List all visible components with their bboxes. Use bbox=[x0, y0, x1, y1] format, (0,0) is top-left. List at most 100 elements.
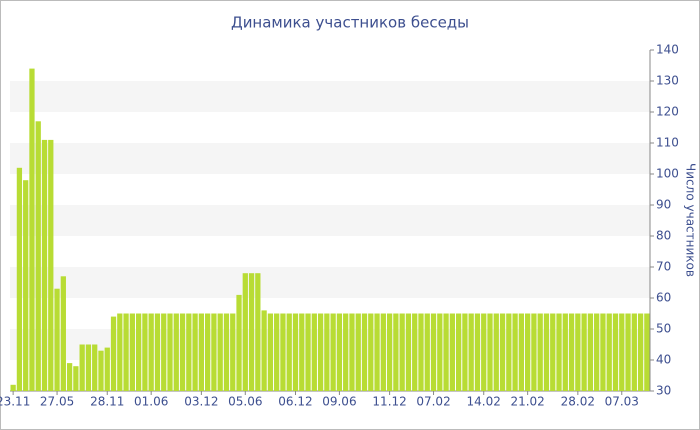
x-tick-label: 27.05 bbox=[40, 395, 74, 409]
bar bbox=[487, 313, 493, 391]
y-tick-label: 30 bbox=[656, 384, 671, 398]
bar bbox=[537, 313, 543, 391]
bar bbox=[481, 313, 487, 391]
bar bbox=[600, 313, 606, 391]
bar bbox=[543, 313, 550, 391]
bar bbox=[123, 313, 129, 391]
bar bbox=[305, 313, 311, 391]
bar bbox=[117, 313, 123, 391]
bar bbox=[405, 313, 412, 391]
bar bbox=[255, 273, 261, 391]
bar bbox=[437, 313, 443, 391]
bar bbox=[575, 313, 581, 391]
background-band bbox=[10, 143, 650, 174]
y-tick-label: 90 bbox=[656, 198, 671, 212]
bar bbox=[230, 313, 236, 391]
bar bbox=[54, 288, 60, 391]
bar bbox=[217, 313, 223, 391]
bar bbox=[48, 139, 54, 391]
x-tick-label: 09.06 bbox=[322, 395, 356, 409]
y-tick-label: 110 bbox=[656, 136, 679, 150]
bar bbox=[186, 313, 192, 391]
bar bbox=[179, 313, 186, 391]
bar bbox=[424, 313, 430, 391]
x-tick-label: 07.02 bbox=[416, 395, 450, 409]
x-tick-label: 07.03 bbox=[605, 395, 639, 409]
bar bbox=[248, 273, 255, 391]
background-band bbox=[10, 205, 650, 236]
x-tick-label: 11.12 bbox=[372, 395, 406, 409]
bar bbox=[637, 313, 644, 391]
bar bbox=[192, 313, 198, 391]
bar bbox=[562, 313, 568, 391]
x-tick-label: 23.11 bbox=[0, 395, 30, 409]
bar bbox=[349, 313, 355, 391]
bar bbox=[23, 180, 29, 391]
bar bbox=[399, 313, 405, 391]
bar bbox=[462, 313, 468, 391]
chart-title: Динамика участников беседы bbox=[231, 14, 469, 32]
bar bbox=[92, 344, 98, 391]
bar bbox=[129, 313, 135, 391]
bar bbox=[644, 313, 650, 391]
bar bbox=[236, 294, 242, 391]
bar bbox=[211, 313, 217, 391]
bar bbox=[104, 347, 110, 391]
bar bbox=[393, 313, 399, 391]
x-tick-label: 05.06 bbox=[228, 395, 262, 409]
bar bbox=[418, 313, 424, 391]
bar bbox=[41, 139, 48, 391]
bar bbox=[581, 313, 587, 391]
bar bbox=[223, 313, 230, 391]
bar bbox=[468, 313, 474, 391]
y-tick-label: 60 bbox=[656, 291, 671, 305]
bar bbox=[205, 313, 211, 391]
bar bbox=[98, 350, 104, 391]
bar bbox=[16, 167, 23, 391]
bar bbox=[73, 366, 79, 391]
x-tick-label: 28.11 bbox=[90, 395, 124, 409]
bar bbox=[518, 313, 525, 391]
bar bbox=[430, 313, 437, 391]
background-band bbox=[10, 329, 650, 360]
y-tick-label: 120 bbox=[656, 105, 679, 119]
bar bbox=[324, 313, 330, 391]
y-tick-label: 50 bbox=[656, 322, 671, 336]
bar bbox=[455, 313, 462, 391]
bar bbox=[336, 313, 343, 391]
bar bbox=[142, 313, 148, 391]
bar bbox=[299, 313, 305, 391]
bar bbox=[66, 363, 73, 391]
bar bbox=[606, 313, 612, 391]
bar bbox=[311, 313, 317, 391]
x-tick-label: 01.06 bbox=[134, 395, 168, 409]
x-tick-label: 28.02 bbox=[561, 395, 595, 409]
bar bbox=[330, 313, 336, 391]
bar bbox=[474, 313, 481, 391]
bar bbox=[550, 313, 556, 391]
bar bbox=[29, 68, 35, 391]
x-tick-label: 03.12 bbox=[184, 395, 218, 409]
background-band bbox=[10, 267, 650, 298]
bar bbox=[148, 313, 154, 391]
y-tick-label: 130 bbox=[656, 74, 679, 88]
bar bbox=[525, 313, 531, 391]
bar bbox=[161, 313, 167, 391]
bar bbox=[242, 273, 248, 391]
bar bbox=[355, 313, 361, 391]
bar bbox=[594, 313, 600, 391]
bar bbox=[261, 310, 267, 391]
y-axis-label: Число участников bbox=[684, 163, 698, 277]
bar bbox=[280, 313, 286, 391]
bar bbox=[412, 313, 418, 391]
bar bbox=[374, 313, 380, 391]
bar bbox=[512, 313, 518, 391]
bar bbox=[361, 313, 368, 391]
bar bbox=[10, 384, 16, 391]
bar bbox=[386, 313, 393, 391]
bar bbox=[612, 313, 619, 391]
bar bbox=[587, 313, 594, 391]
y-tick-label: 80 bbox=[656, 229, 671, 243]
x-tick-label: 06.12 bbox=[278, 395, 312, 409]
